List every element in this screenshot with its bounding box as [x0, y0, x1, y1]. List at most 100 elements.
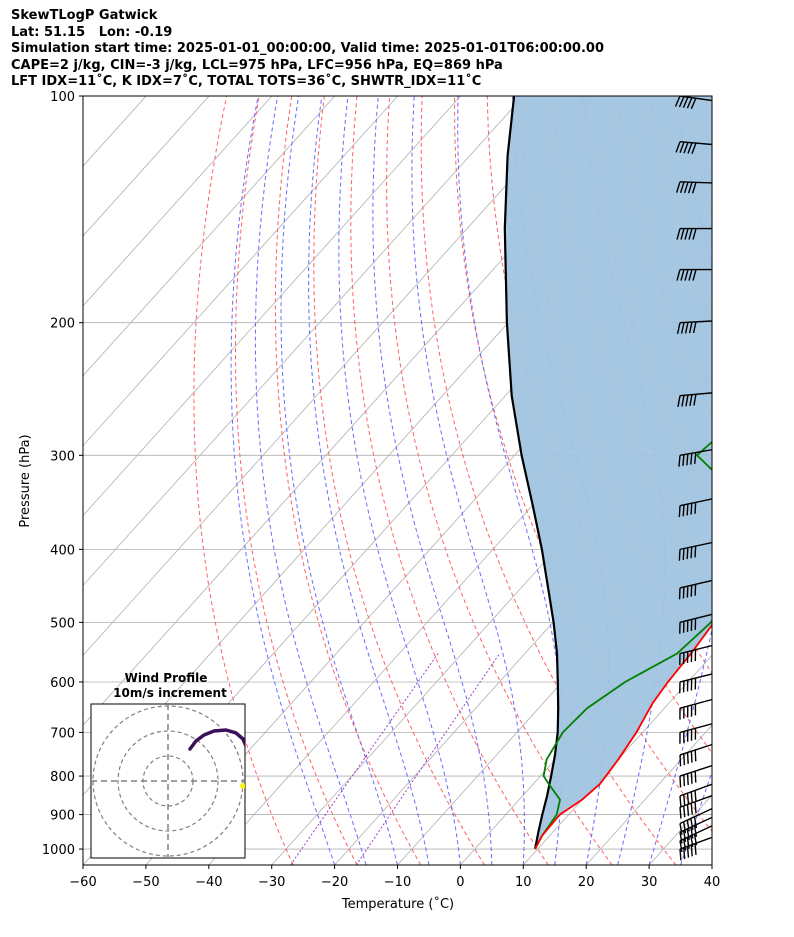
x-tick-label: −40 — [195, 875, 222, 890]
x-tick-label: −10 — [384, 875, 411, 890]
y-tick-label: 400 — [50, 543, 75, 558]
isotherm — [397, 514, 712, 865]
x-tick-label: 30 — [641, 875, 658, 890]
wind-barb — [675, 141, 712, 155]
wind-barb — [679, 825, 712, 853]
cape-line: CAPE=2 j/kg, CIN=-3 j/kg, LCL=975 hPa, L… — [11, 57, 503, 73]
wind-barb — [676, 320, 712, 334]
isotherm — [83, 96, 398, 447]
hodograph-ring — [117, 730, 219, 832]
x-tick-label: 40 — [704, 875, 721, 890]
hodograph-inset: Wind Profile 10m/s increment — [90, 671, 246, 859]
dry-adiabat — [386, 96, 613, 865]
wind-barb — [679, 794, 712, 819]
simulation-time-line: Simulation start time: 2025-01-01_00:00:… — [11, 41, 604, 56]
dry-adiabat — [748, 96, 794, 865]
isotherm — [775, 96, 794, 865]
moist-adiabat — [711, 863, 712, 865]
isotherm — [711, 864, 712, 865]
mixing-ratio-line — [355, 653, 501, 865]
x-tick-label: 20 — [578, 875, 595, 890]
x-tick-label: −50 — [132, 875, 159, 890]
mixing-ratio-line — [290, 653, 439, 865]
axis-ticks: −60 −50 −40 −30 −20 −10 0 10 20 30 40 1000 900 800 700… — [42, 90, 720, 890]
y-tick-label: 600 — [50, 676, 75, 691]
wind-barb — [678, 579, 712, 600]
wind-barb — [679, 723, 712, 744]
isotherm — [83, 96, 336, 377]
moist-adiabat — [254, 96, 367, 865]
dewpoint-line — [534, 440, 712, 850]
dry-adiabat — [235, 96, 358, 865]
wind-barb — [679, 613, 712, 634]
wind-barb — [675, 181, 712, 194]
dry-adiabat — [715, 96, 794, 865]
isotherm — [83, 96, 273, 307]
wind-barb — [674, 96, 712, 109]
dry-adiabat — [193, 96, 294, 865]
y-tick-label: 500 — [50, 616, 75, 631]
y-tick-label: 100 — [50, 90, 75, 105]
hodograph-marker — [240, 783, 245, 789]
wind-barb — [678, 541, 712, 561]
wind-barb — [679, 698, 712, 720]
moist-adiabat — [648, 96, 712, 865]
isotherm — [523, 654, 712, 865]
chart-title: SkewTLogP Gatwick — [11, 8, 158, 23]
y-tick-label: 200 — [50, 317, 75, 332]
moist-adiabat — [280, 96, 398, 865]
x-tick-label: −30 — [258, 875, 285, 890]
hodograph-title: Wind Profile — [125, 671, 208, 685]
dry-adiabat — [274, 96, 422, 865]
y-tick-label: 900 — [50, 809, 75, 824]
wind-barb — [676, 268, 712, 281]
isotherm — [83, 96, 587, 656]
isotherm — [585, 724, 712, 865]
moist-adiabat — [230, 96, 336, 865]
x-tick-label: −20 — [321, 875, 348, 890]
temperature-line — [534, 623, 712, 850]
x-tick-label: 10 — [515, 875, 532, 890]
moist-adiabat — [308, 96, 430, 865]
y-axis-label: Pressure (hPa) — [18, 434, 33, 527]
y-tick-label: 300 — [50, 449, 75, 464]
parcel-line — [503, 96, 560, 850]
wind-barb — [679, 644, 712, 665]
y-tick-label: 800 — [50, 770, 75, 785]
cape-area — [504, 96, 712, 849]
x-axis-label: Temperature (˚C) — [341, 896, 454, 912]
moist-adiabat — [680, 770, 712, 865]
isotherm — [145, 235, 712, 865]
wind-barb — [679, 673, 712, 694]
isotherm — [83, 96, 524, 587]
indices-line: LFT IDX=11˚C, K IDX=7˚C, TOTAL TOTS=36˚C… — [11, 74, 482, 89]
wind-barb — [679, 783, 712, 808]
wind-barb — [677, 392, 712, 408]
location-line: Lat: 51.15 Lon: -0.19 — [11, 24, 173, 40]
cape-fill — [504, 96, 712, 849]
chart-header: SkewTLogP Gatwick Lat: 51.15 Lon: -0.19 … — [11, 8, 604, 91]
dry-adiabat — [780, 96, 794, 865]
wind-barb — [679, 816, 712, 844]
isotherm — [83, 96, 461, 517]
moist-adiabat — [372, 96, 493, 865]
moist-adiabat — [338, 96, 461, 865]
wind-barb — [678, 498, 712, 518]
hodograph-trace — [188, 728, 245, 751]
wind-barb — [679, 836, 712, 861]
x-tick-label: 0 — [456, 875, 464, 890]
y-tick-label: 1000 — [42, 843, 75, 858]
hodograph-subtitle: 10m/s increment — [113, 686, 227, 700]
profiles — [503, 96, 712, 850]
wind-barb — [676, 227, 712, 240]
wind-barb — [679, 807, 712, 835]
isotherm — [83, 96, 210, 237]
wind-barbs — [674, 96, 712, 861]
moist-adiabat — [411, 96, 525, 865]
dry-adiabat — [313, 96, 485, 865]
dry-adiabat — [420, 96, 677, 865]
y-tick-label: 700 — [50, 726, 75, 741]
dry-adiabat — [350, 96, 549, 865]
wind-barb — [678, 448, 712, 467]
